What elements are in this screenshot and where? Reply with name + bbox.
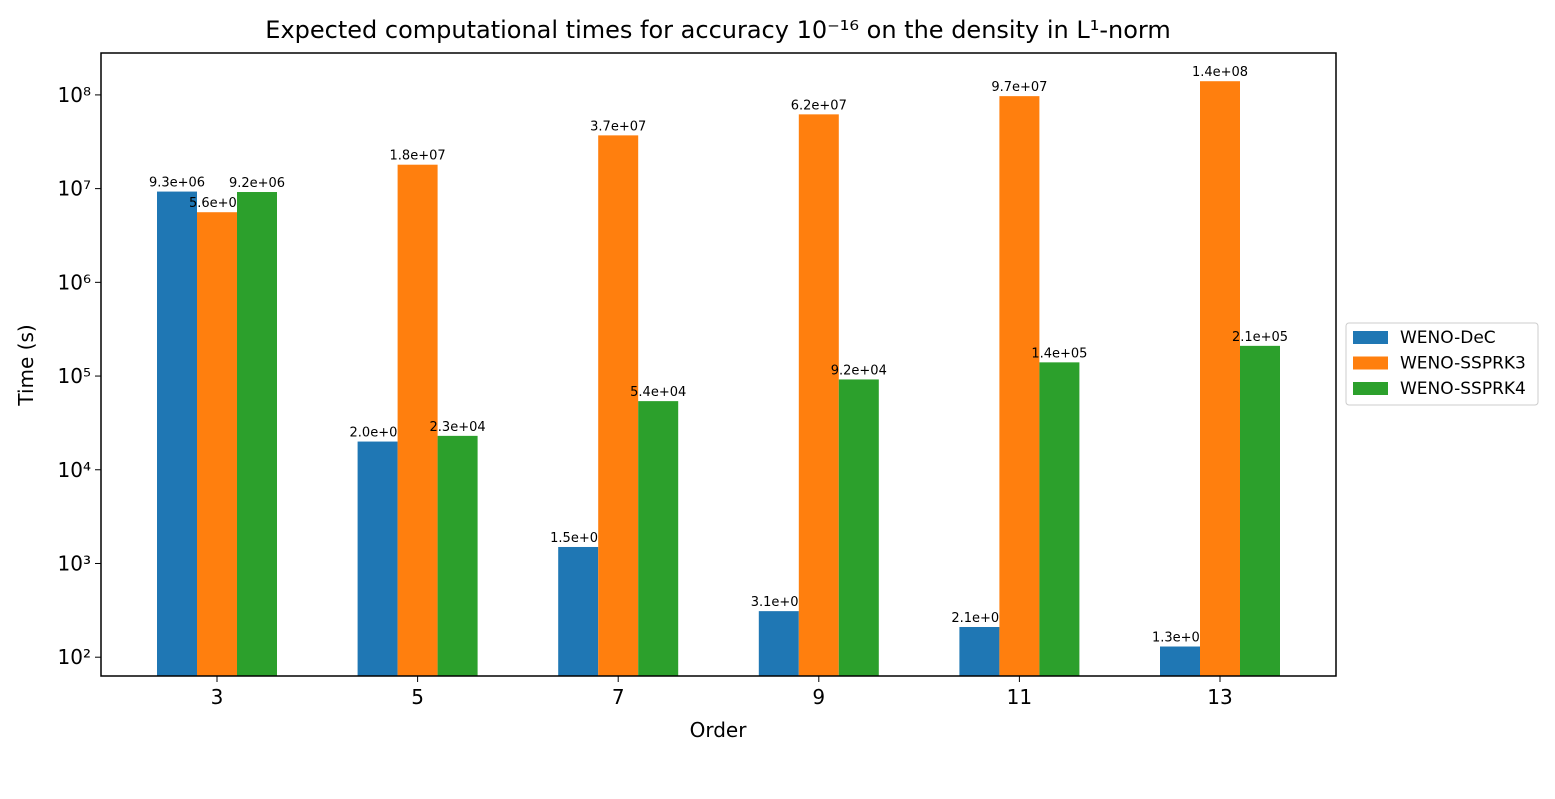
x-tick-label: 11 <box>1007 685 1032 709</box>
legend-swatch <box>1353 382 1388 395</box>
bar <box>999 96 1040 677</box>
value-label: 2.0e+04 <box>350 426 406 441</box>
legend-label: WENO-SSPRK4 <box>1400 379 1526 399</box>
x-tick-label: 5 <box>411 685 424 709</box>
chart-title: Expected computational times for accurac… <box>265 16 1170 44</box>
y-axis-label: Time (s) <box>14 324 38 406</box>
value-label: 1.8e+07 <box>390 149 446 164</box>
value-label: 6.2e+07 <box>791 98 847 113</box>
bar <box>157 191 197 677</box>
value-label: 9.2e+04 <box>831 363 887 378</box>
bar <box>558 546 599 676</box>
bar <box>758 611 799 676</box>
legend-swatch <box>1353 356 1388 370</box>
y-tick-label: 10⁵ <box>58 364 91 388</box>
legend-swatch <box>1353 331 1388 344</box>
value-label: 3.1e+02 <box>751 595 807 610</box>
bar <box>237 192 277 677</box>
plot-frame <box>100 52 1337 677</box>
value-label: 5.4e+04 <box>630 385 686 400</box>
legend-label: WENO-DeC <box>1400 328 1496 348</box>
bar <box>798 114 839 677</box>
bar <box>357 441 398 676</box>
bar <box>397 164 438 676</box>
y-tick-label: 10³ <box>58 551 91 575</box>
x-tick-label: 13 <box>1207 685 1232 709</box>
bar <box>437 435 478 676</box>
value-label: 2.1e+02 <box>951 611 1007 626</box>
bar <box>959 626 1000 676</box>
bar <box>598 135 639 677</box>
bar <box>1160 646 1200 676</box>
bar <box>1039 362 1080 676</box>
y-tick-label: 10⁴ <box>58 458 91 482</box>
bar <box>838 379 879 676</box>
y-tick-label: 10⁶ <box>58 270 91 294</box>
value-label: 1.5e+03 <box>550 531 606 546</box>
value-label: 1.4e+08 <box>1192 65 1248 80</box>
value-label: 2.3e+04 <box>430 420 486 435</box>
x-axis-label: Order <box>690 718 748 742</box>
value-label: 1.3e+02 <box>1152 631 1208 646</box>
bar <box>638 401 679 676</box>
bar <box>1240 345 1280 676</box>
y-tick-label: 10² <box>58 645 91 669</box>
bar <box>1200 81 1240 677</box>
value-label: 9.3e+06 <box>149 176 205 191</box>
x-tick-label: 3 <box>211 685 224 709</box>
value-label: 9.2e+06 <box>229 176 285 191</box>
x-tick-label: 7 <box>612 685 625 709</box>
y-tick-label: 10⁸ <box>58 83 91 107</box>
value-label: 1.4e+05 <box>1031 346 1087 361</box>
y-tick-label: 10⁷ <box>58 177 91 201</box>
legend-label: WENO-SSPRK3 <box>1400 354 1526 374</box>
value-label: 5.6e+06 <box>189 196 245 211</box>
value-label: 3.7e+07 <box>590 119 646 134</box>
x-tick-label: 9 <box>812 685 825 709</box>
legend-box <box>1345 322 1539 406</box>
value-label: 2.1e+05 <box>1232 330 1288 345</box>
bar <box>197 212 237 676</box>
value-label: 9.7e+07 <box>991 80 1047 95</box>
